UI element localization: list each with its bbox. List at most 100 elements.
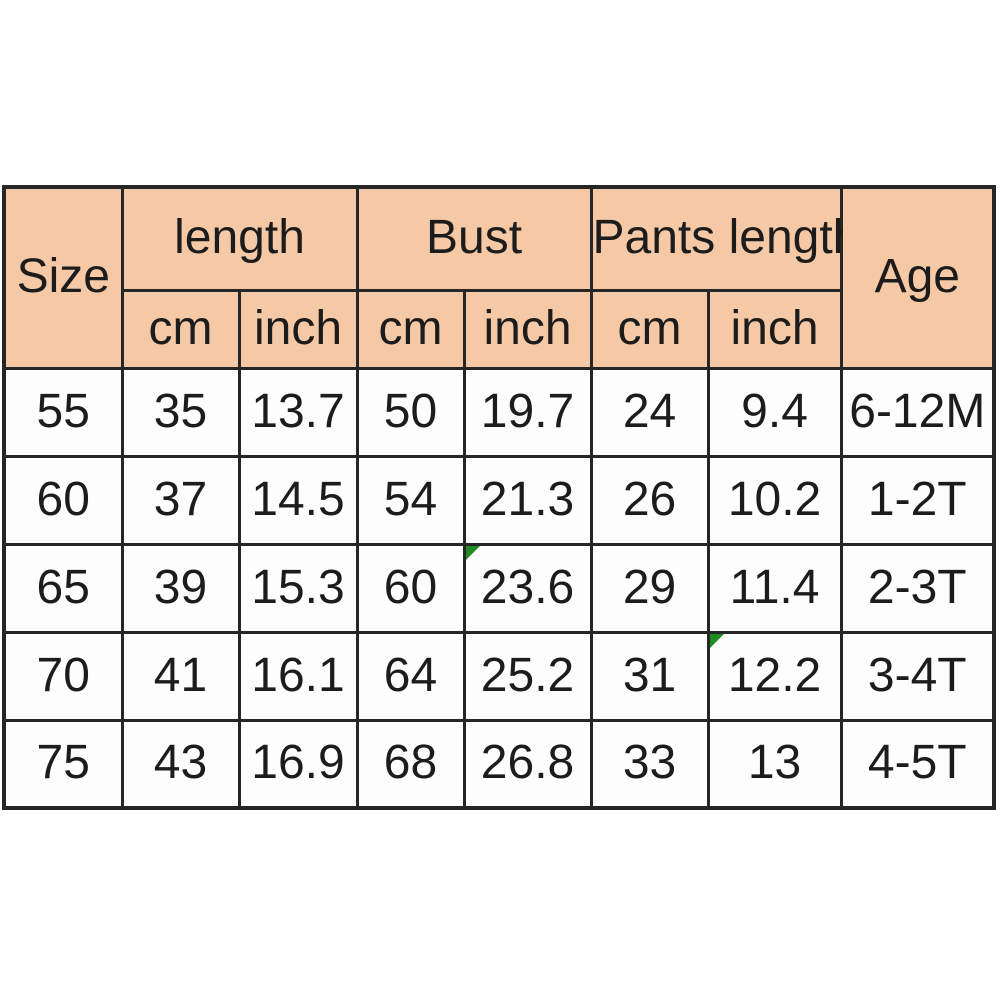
cell-length-cm: 37 bbox=[120, 454, 241, 546]
cell-value: 70 bbox=[36, 648, 90, 702]
cell-length-cm: 39 bbox=[120, 542, 241, 634]
table-row-size-65: 65 39 15.3 60 23.6 29 11.4 2-3T bbox=[2, 542, 996, 634]
cell-length-cm: 41 bbox=[120, 630, 241, 722]
cell-value: 12.2 bbox=[727, 648, 822, 702]
table-row-size-55: 55 35 13.7 50 19.7 24 9.4 6-12M bbox=[2, 366, 996, 458]
cell-value: 50 bbox=[383, 384, 438, 438]
cell-pants-inch: 10.2 bbox=[706, 454, 843, 546]
cell-pants-cm: 29 bbox=[589, 542, 710, 634]
cell-bust-inch: 21.3 bbox=[462, 454, 593, 546]
cell-value: 60 bbox=[383, 560, 438, 614]
cell-bust-inch: 26.8 bbox=[462, 718, 593, 810]
cell-pants-inch: 11.4 bbox=[706, 542, 843, 634]
header-pants-cm: cm bbox=[589, 288, 710, 370]
header-bust-label: Bust bbox=[425, 211, 523, 265]
cell-value: 16.1 bbox=[251, 648, 345, 702]
cell-pants-inch: 13 bbox=[706, 718, 843, 810]
cell-value: 10.2 bbox=[727, 472, 822, 526]
header-length: length bbox=[120, 185, 359, 292]
cell-value: 75 bbox=[36, 736, 90, 790]
cell-value: 25.2 bbox=[480, 648, 575, 702]
header-age: Age bbox=[839, 185, 996, 370]
cell-value: 64 bbox=[383, 648, 438, 702]
header-pants-length: Pants length bbox=[589, 185, 859, 292]
header-length-inch: inch bbox=[237, 288, 359, 370]
cell-bust-cm: 64 bbox=[355, 630, 466, 722]
cell-value: 29 bbox=[622, 560, 677, 614]
cell-length-inch: 13.7 bbox=[237, 366, 359, 458]
cell-value: 4-5T bbox=[867, 736, 967, 790]
cell-length-inch: 16.9 bbox=[237, 718, 359, 810]
cell-pants-cm: 33 bbox=[589, 718, 710, 810]
header-age-label: Age bbox=[874, 250, 960, 304]
table-row-size-70: 70 41 16.1 64 25.2 31 12.2 3-4T bbox=[2, 630, 996, 722]
cell-length-inch: 15.3 bbox=[237, 542, 359, 634]
cell-value: 33 bbox=[622, 736, 677, 790]
cell-value: 1-2T bbox=[867, 472, 967, 526]
cell-size: 65 bbox=[2, 542, 124, 634]
cell-size: 60 bbox=[2, 454, 124, 546]
cell-value: 13 bbox=[747, 736, 802, 790]
header-size: Size bbox=[2, 185, 124, 370]
header-length-label: length bbox=[174, 211, 305, 265]
cell-length-inch: 16.1 bbox=[237, 630, 359, 722]
cell-value: 31 bbox=[622, 648, 677, 702]
header-pants-length-label: Pants length bbox=[592, 211, 860, 265]
header-row-groups: Size length Bust Pants length Age bbox=[2, 185, 996, 370]
header-bust-inch: inch bbox=[462, 288, 593, 370]
cell-bust-inch: 23.6 bbox=[462, 542, 593, 634]
header-length-cm: cm bbox=[120, 288, 241, 370]
cell-bust-cm: 68 bbox=[355, 718, 466, 810]
cell-value: 43 bbox=[153, 736, 208, 790]
cell-length-cm: 43 bbox=[120, 718, 241, 810]
cell-bust-cm: 50 bbox=[355, 366, 466, 458]
cell-size: 70 bbox=[2, 630, 124, 722]
cell-bust-inch: 19.7 bbox=[462, 366, 593, 458]
cell-age: 1-2T bbox=[839, 454, 996, 546]
cell-length-cm: 35 bbox=[120, 366, 241, 458]
cell-value: 26 bbox=[622, 472, 677, 526]
cell-value: 19.7 bbox=[480, 384, 575, 438]
cell-value: 21.3 bbox=[480, 472, 575, 526]
cell-bust-inch: 25.2 bbox=[462, 630, 593, 722]
header-bust-cm: cm bbox=[355, 288, 466, 370]
cell-value: 13.7 bbox=[251, 384, 345, 438]
unit-label: cm bbox=[148, 301, 213, 355]
header-size-label: Size bbox=[16, 250, 110, 304]
cell-value: 6-12M bbox=[849, 384, 986, 438]
unit-label: inch bbox=[730, 301, 819, 355]
cell-pants-inch: 9.4 bbox=[706, 366, 843, 458]
header-bust: Bust bbox=[355, 185, 593, 292]
cell-value: 37 bbox=[153, 472, 208, 526]
cell-value: 35 bbox=[153, 384, 208, 438]
cell-age: 6-12M bbox=[839, 366, 996, 458]
cell-value: 23.6 bbox=[480, 560, 575, 614]
cell-bust-cm: 60 bbox=[355, 542, 466, 634]
cell-value: 41 bbox=[153, 648, 208, 702]
cell-value: 24 bbox=[622, 384, 677, 438]
header-pants-inch: inch bbox=[706, 288, 843, 370]
cell-value: 60 bbox=[36, 472, 90, 526]
cell-value: 9.4 bbox=[741, 384, 808, 438]
cell-size: 75 bbox=[2, 718, 124, 810]
unit-label: inch bbox=[253, 301, 343, 355]
header-row-units: cm inch cm inch cm inch bbox=[4, 288, 994, 370]
cell-value: 39 bbox=[153, 560, 208, 614]
unit-label: inch bbox=[483, 301, 572, 355]
cell-age: 2-3T bbox=[839, 542, 996, 634]
table-row-size-60: 60 37 14.5 54 21.3 26 10.2 1-2T bbox=[2, 454, 996, 546]
cell-value: 3-4T bbox=[867, 648, 967, 702]
cell-value: 14.5 bbox=[251, 472, 345, 526]
cell-bust-cm: 54 bbox=[355, 454, 466, 546]
cell-value: 15.3 bbox=[251, 560, 345, 614]
cell-value: 11.4 bbox=[729, 560, 820, 614]
unit-label: cm bbox=[617, 301, 682, 355]
cell-pants-cm: 31 bbox=[589, 630, 710, 722]
cell-value: 2-3T bbox=[867, 560, 967, 614]
cell-value: 16.9 bbox=[251, 736, 345, 790]
cell-age: 4-5T bbox=[839, 718, 996, 810]
cell-size: 55 bbox=[2, 366, 124, 458]
cell-pants-cm: 26 bbox=[589, 454, 710, 546]
cell-value: 26.8 bbox=[480, 736, 575, 790]
